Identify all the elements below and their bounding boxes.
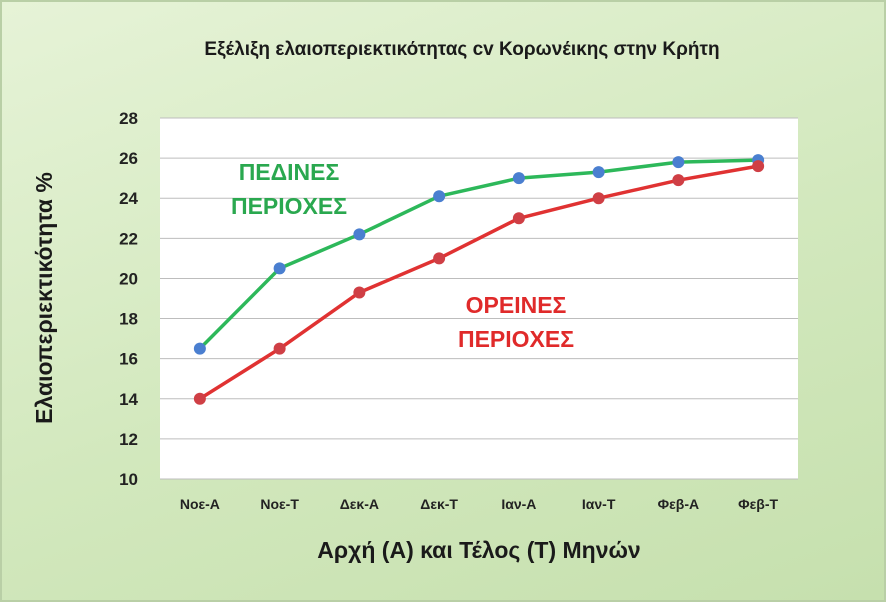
x-tick-label: Νοε-Τ	[260, 496, 299, 512]
series-line-0	[198, 158, 759, 350]
x-tick-label: Ιαν-Τ	[582, 496, 616, 512]
data-point	[433, 190, 446, 203]
x-tick-label: Φεβ-Α	[658, 496, 699, 512]
x-tick-label: Δεκ-Α	[340, 496, 379, 512]
y-tick-label: 22	[119, 229, 138, 248]
y-tick-label: 10	[119, 470, 138, 489]
data-point	[353, 228, 366, 241]
data-point	[592, 192, 605, 205]
data-point	[752, 160, 765, 173]
y-tick-label: 12	[119, 430, 138, 449]
x-tick-label: Ιαν-Α	[501, 496, 536, 512]
y-axis-title: Ελαιοπεριεκτικότητα %	[31, 172, 57, 424]
y-tick-label: 14	[119, 390, 138, 409]
y-tick-label: 28	[119, 109, 138, 128]
x-axis-ticks: Νοε-Α Νοε-Τ Δεκ-Α Δεκ-Τ Ιαν-Α Ιαν-Τ Φεβ-Α Φεβ-Τ	[180, 496, 779, 512]
x-tick-label: Φεβ-Τ	[738, 496, 778, 512]
data-point	[353, 286, 366, 299]
y-tick-label: 20	[119, 269, 138, 288]
series-label-line: ΟΡΕΙΝΕΣ	[466, 292, 567, 318]
data-point	[273, 262, 286, 275]
data-point	[433, 252, 446, 265]
data-point	[592, 166, 605, 179]
data-point	[672, 174, 685, 187]
series-label-line: ΠΕΔΙΝΕΣ	[239, 159, 340, 185]
x-axis-title: Αρχή (Α) και Τέλος (Τ) Μηνών	[317, 537, 640, 563]
y-tick-label: 26	[119, 149, 138, 168]
data-point	[193, 392, 206, 405]
x-tick-label: Νοε-Α	[180, 496, 220, 512]
y-tick-label: 18	[119, 310, 138, 329]
data-point	[193, 342, 206, 355]
y-tick-label: 16	[119, 350, 138, 369]
data-point	[512, 212, 525, 225]
x-tick-label: Δεκ-Τ	[420, 496, 458, 512]
y-tick-label: 24	[119, 189, 138, 208]
data-point	[512, 172, 525, 185]
series-labels: ΠΕΔΙΝΕΣ ΠΕΡΙΟΧΕΣ ΟΡΕΙΝΕΣ ΠΕΡΙΟΧΕΣ	[231, 159, 574, 352]
series-label-line: ΠΕΡΙΟΧΕΣ	[231, 193, 347, 219]
y-axis-ticks: 10 12 14 16 18 20 22 24 26 28	[119, 109, 138, 489]
chart-title: Εξέλιξη ελαιοπεριεκτικότητας cv Κορωνέικ…	[204, 39, 719, 60]
series-label-line: ΠΕΡΙΟΧΕΣ	[458, 326, 574, 352]
series-group	[193, 154, 765, 405]
data-point	[672, 156, 685, 169]
data-point	[273, 342, 286, 355]
series-line-1	[198, 164, 759, 401]
gridlines	[160, 117, 798, 480]
